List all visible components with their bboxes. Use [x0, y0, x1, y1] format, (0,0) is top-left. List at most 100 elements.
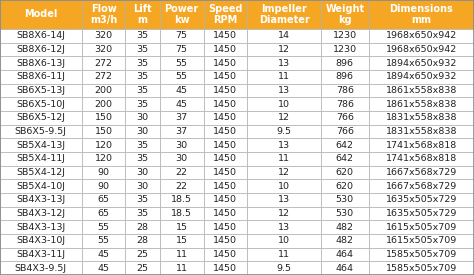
Text: 150: 150	[95, 127, 113, 136]
Bar	[321, 97, 369, 111]
Text: Impeller
Diameter: Impeller Diameter	[259, 4, 310, 25]
Bar	[247, 248, 321, 261]
Text: 1741x568x818: 1741x568x818	[386, 141, 457, 150]
Bar	[321, 111, 369, 125]
Bar	[203, 125, 247, 138]
Bar	[203, 166, 247, 179]
Text: 35: 35	[137, 59, 149, 68]
Bar	[126, 166, 160, 179]
Bar	[0, 207, 82, 220]
Text: Dimensions
mm: Dimensions mm	[390, 4, 453, 25]
Text: 1450: 1450	[213, 72, 237, 81]
Bar	[321, 193, 369, 207]
Bar	[369, 0, 474, 29]
Bar	[126, 220, 160, 234]
Bar	[369, 111, 474, 125]
Bar	[160, 261, 203, 275]
Text: Weight
kg: Weight kg	[325, 4, 365, 25]
Bar	[82, 138, 126, 152]
Bar	[203, 84, 247, 97]
Text: 55: 55	[98, 236, 109, 245]
Text: Speed
RPM: Speed RPM	[208, 4, 243, 25]
Text: 65: 65	[98, 195, 109, 204]
Bar	[126, 43, 160, 56]
Text: 786: 786	[336, 86, 354, 95]
Bar	[0, 111, 82, 125]
Text: 1450: 1450	[213, 209, 237, 218]
Text: 1450: 1450	[213, 59, 237, 68]
Bar	[160, 248, 203, 261]
Bar	[203, 29, 247, 43]
Text: 45: 45	[98, 264, 109, 273]
Bar	[369, 166, 474, 179]
Bar	[126, 179, 160, 193]
Bar	[203, 138, 247, 152]
Bar	[247, 70, 321, 84]
Text: SB8X6-11J: SB8X6-11J	[17, 72, 65, 81]
Bar	[82, 261, 126, 275]
Text: 1450: 1450	[213, 236, 237, 245]
Bar	[247, 84, 321, 97]
Text: 11: 11	[176, 264, 188, 273]
Text: 1741x568x818: 1741x568x818	[386, 154, 457, 163]
Bar	[0, 234, 82, 248]
Bar	[203, 220, 247, 234]
Bar	[160, 111, 203, 125]
Text: 55: 55	[176, 72, 188, 81]
Text: 18.5: 18.5	[171, 209, 192, 218]
Text: 272: 272	[95, 72, 113, 81]
Text: 1230: 1230	[333, 31, 357, 40]
Bar	[126, 125, 160, 138]
Text: 10: 10	[278, 100, 290, 109]
Text: 55: 55	[176, 59, 188, 68]
Text: 9.5: 9.5	[277, 127, 292, 136]
Bar	[126, 261, 160, 275]
Bar	[82, 0, 126, 29]
Bar	[321, 70, 369, 84]
Bar	[126, 0, 160, 29]
Bar	[160, 29, 203, 43]
Text: SB6X5-13J: SB6X5-13J	[16, 86, 65, 95]
Text: 642: 642	[336, 141, 354, 150]
Text: 37: 37	[175, 127, 188, 136]
Text: 1894x650x932: 1894x650x932	[385, 59, 457, 68]
Text: 1615x505x709: 1615x505x709	[386, 236, 457, 245]
Text: 1450: 1450	[213, 113, 237, 122]
Bar	[247, 29, 321, 43]
Text: SB5X4-10J: SB5X4-10J	[17, 182, 65, 191]
Bar	[82, 125, 126, 138]
Text: 530: 530	[336, 209, 354, 218]
Bar	[126, 138, 160, 152]
Text: 272: 272	[95, 59, 113, 68]
Text: 464: 464	[336, 250, 354, 259]
Bar	[160, 56, 203, 70]
Text: 15: 15	[176, 236, 188, 245]
Bar	[247, 111, 321, 125]
Bar	[160, 138, 203, 152]
Bar	[369, 248, 474, 261]
Text: 35: 35	[137, 45, 149, 54]
Bar	[203, 152, 247, 166]
Bar	[0, 193, 82, 207]
Text: 530: 530	[336, 195, 354, 204]
Text: 320: 320	[94, 31, 113, 40]
Text: 35: 35	[137, 100, 149, 109]
Text: 37: 37	[175, 113, 188, 122]
Text: 1667x568x729: 1667x568x729	[386, 168, 457, 177]
Bar	[369, 220, 474, 234]
Bar	[203, 56, 247, 70]
Bar	[160, 220, 203, 234]
Text: 1450: 1450	[213, 264, 237, 273]
Text: SB4X3-9.5J: SB4X3-9.5J	[15, 264, 67, 273]
Bar	[369, 125, 474, 138]
Bar	[126, 84, 160, 97]
Bar	[369, 97, 474, 111]
Text: 13: 13	[278, 223, 290, 232]
Bar	[126, 234, 160, 248]
Text: 482: 482	[336, 223, 354, 232]
Text: 464: 464	[336, 264, 354, 273]
Text: 25: 25	[137, 250, 149, 259]
Text: SB8X6-12J: SB8X6-12J	[17, 45, 65, 54]
Bar	[369, 29, 474, 43]
Text: 9.5: 9.5	[277, 264, 292, 273]
